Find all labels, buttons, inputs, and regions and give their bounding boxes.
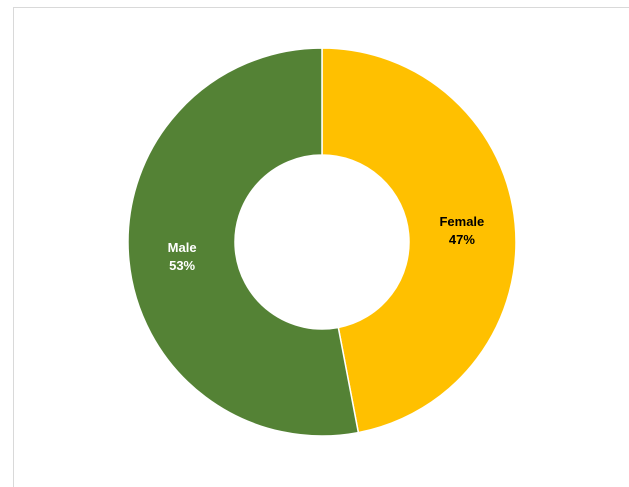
donut-chart: Female 47% Male 53% [127,47,517,437]
slice-percent-female: 47% [449,232,475,247]
donut-slices [127,47,517,437]
slice-label-male: Male [168,240,197,255]
slice-percent-male: 53% [169,258,195,273]
slice-female [321,47,517,434]
slice-label-female: Female [439,214,484,229]
slice-labels: Female 47% Male 53% [168,214,485,273]
slice-male [127,47,360,437]
